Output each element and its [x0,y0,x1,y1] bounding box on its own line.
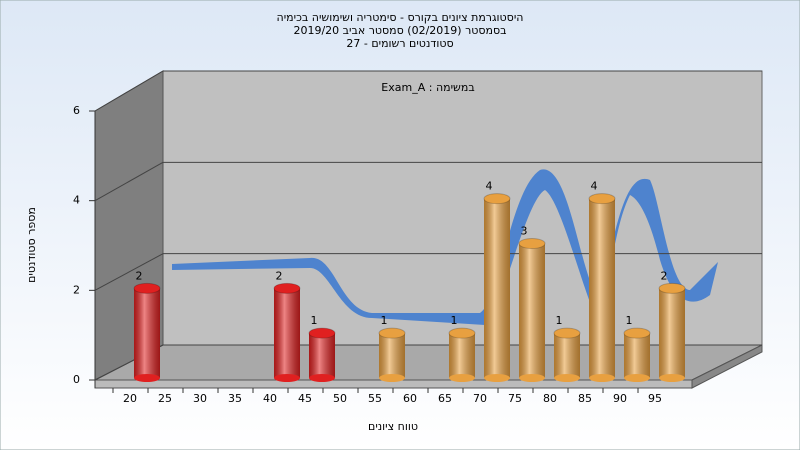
value-label: 1 [311,314,318,327]
x-tick-label: 30 [193,392,207,405]
x-tick-label: 55 [368,392,382,405]
bar-base [519,374,545,382]
value-label: 1 [626,314,633,327]
x-tick-label: 80 [543,392,557,405]
x-tick-label: 70 [473,392,487,405]
bar-cap [273,282,301,294]
y-tick-label: 4 [73,194,80,207]
bar-shade [449,333,475,378]
x-tick-label: 35 [228,392,242,405]
bar-shade [519,243,545,378]
value-label: 2 [661,269,668,282]
value-label: 1 [381,314,388,327]
x-tick-label: 95 [648,392,662,405]
value-label: 3 [521,225,528,238]
bar-base [134,374,160,382]
chart-subtitle: סטודנטים רשומים - 27 [346,37,453,50]
bar-base [449,374,475,382]
bar-cap [658,282,686,294]
value-label: 1 [556,314,563,327]
bar-base [659,374,685,382]
x-tick-label: 65 [438,392,452,405]
bar-cap [448,327,476,339]
y-tick-label: 0 [73,373,80,386]
bar-base [484,374,510,382]
bar-shade [134,288,160,378]
bar-base [274,374,300,382]
bar-cap [308,327,336,339]
grid-line [94,70,164,112]
value-label: 2 [136,269,143,282]
value-label: 4 [591,180,598,193]
x-tick-label: 20 [123,392,137,405]
bar-base [379,374,405,382]
value-label: 4 [486,180,493,193]
bar-shade [484,198,510,378]
chart-subtitle: בסמסטר (02/2019) סמסטר אביב 2019/20 [293,24,506,37]
x-tick-label: 40 [263,392,277,405]
bar-shade [379,333,405,378]
bar-shade [659,288,685,378]
x-axis-label: טווח ציונים [368,420,418,433]
bar-cap [588,193,616,205]
x-tick-label: 75 [508,392,522,405]
bar-cap [133,282,161,294]
y-tick-label: 2 [73,283,80,296]
bar-base [554,374,580,382]
x-tick-label: 25 [158,392,172,405]
bar-shade [589,198,615,378]
annotation: Exam_A : במשימה [381,81,474,94]
y-axis-label: מספר סטודנטים [25,207,38,283]
bar-cap [378,327,406,339]
x-tick-label: 85 [578,392,592,405]
x-tick-label: 90 [613,392,627,405]
bar-cap [623,327,651,339]
y-tick-label: 6 [73,104,80,117]
bar-shade [309,333,335,378]
chart-title: היסטוגרמת ציונים בקורס - סימטריה ושימושי… [277,11,524,24]
x-tick-label: 50 [333,392,347,405]
x-tick-label: 60 [403,392,417,405]
bar-base [309,374,335,382]
bar-shade [274,288,300,378]
bar-cap [553,327,581,339]
value-label: 2 [276,269,283,282]
bar-cap [518,238,546,249]
grid-line [94,253,164,291]
x-tick-label: 45 [298,392,312,405]
bar-base [624,374,650,382]
value-label: 1 [451,314,458,327]
bar-base [589,374,615,382]
bar-shade [554,333,580,378]
grid-line [94,161,164,202]
bar-cap [483,193,511,205]
bar-shade [624,333,650,378]
